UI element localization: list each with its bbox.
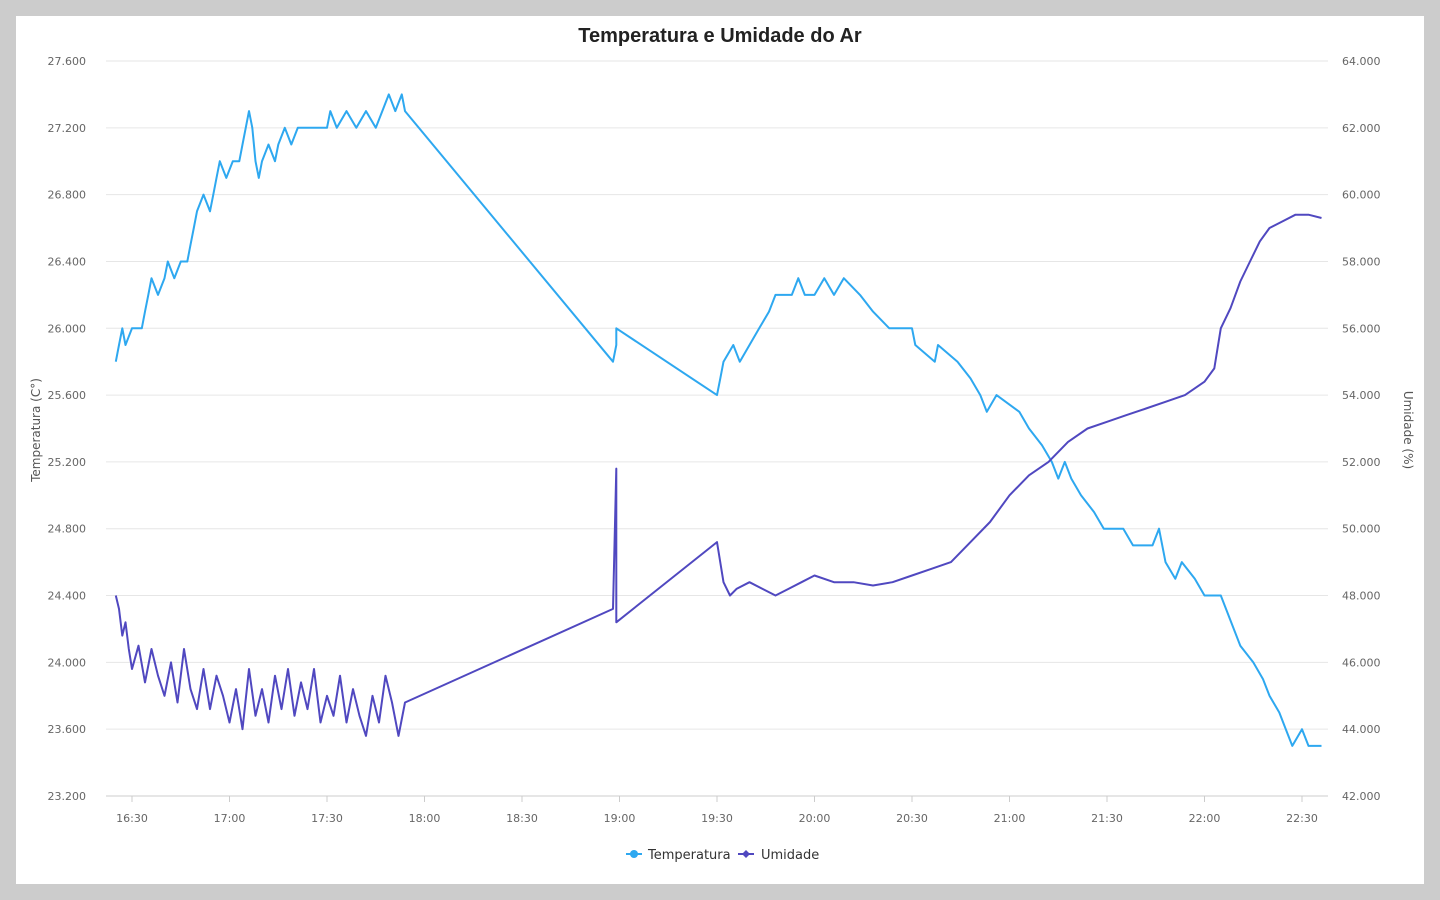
y-left-tick-label: 27.200 <box>48 122 87 135</box>
y-right-tick-label: 56.000 <box>1342 322 1381 335</box>
x-tick-label: 19:00 <box>604 812 636 825</box>
y-right-tick-label: 42.000 <box>1342 790 1381 803</box>
legend-marker-temperatura <box>630 850 638 858</box>
x-tick-label: 16:30 <box>116 812 148 825</box>
legend-label-umidade[interactable]: Umidade <box>761 848 819 863</box>
legend-item-umidade[interactable]: Umidade <box>738 848 819 863</box>
series-line-umidade[interactable] <box>114 213 1322 737</box>
y-right-tick-label: 52.000 <box>1342 456 1381 469</box>
y-left-axis-title: Temperatura (C°) <box>29 378 43 483</box>
x-tick-label: 22:30 <box>1286 812 1318 825</box>
x-tick-label: 21:00 <box>994 812 1026 825</box>
y-right-tick-label: 48.000 <box>1342 590 1381 603</box>
y-left-tick-label: 23.600 <box>48 723 87 736</box>
x-tick-label: 20:30 <box>896 812 928 825</box>
y-left-tick-label: 27.600 <box>48 55 87 68</box>
y-right-axis-title: Umidade (%) <box>1401 391 1415 469</box>
y-right-tick-label: 44.000 <box>1342 723 1381 736</box>
x-tick-label: 17:30 <box>311 812 343 825</box>
right-tick-labels: 42.000 44.000 46.000 48.000 50.000 52.000 54.0… <box>1342 55 1381 803</box>
x-tick-label: 18:30 <box>506 812 538 825</box>
x-tick-label: 20:00 <box>799 812 831 825</box>
y-left-tick-label: 26.400 <box>48 255 87 268</box>
y-left-tick-label: 25.200 <box>48 456 87 469</box>
legend-label-temperatura[interactable]: Temperatura <box>647 848 731 863</box>
y-left-tick-label: 24.400 <box>48 590 87 603</box>
legend-item-temperatura[interactable]: Temperatura <box>626 848 731 863</box>
x-tick-label: 21:30 <box>1091 812 1123 825</box>
y-right-tick-label: 58.000 <box>1342 255 1381 268</box>
y-right-tick-label: 50.000 <box>1342 523 1381 536</box>
x-tick-label: 22:00 <box>1189 812 1221 825</box>
x-tick-label: 18:00 <box>409 812 441 825</box>
y-left-tick-label: 24.800 <box>48 523 87 536</box>
left-tick-labels: 23.200 23.600 24.000 24.400 24.800 25.200 25.6… <box>48 55 87 803</box>
y-left-tick-label: 26.000 <box>48 322 87 335</box>
chart-title: Temperatura e Umidade do Ar <box>578 25 862 47</box>
y-right-tick-label: 54.000 <box>1342 389 1381 402</box>
x-tick-label: 19:30 <box>701 812 733 825</box>
y-right-tick-label: 64.000 <box>1342 55 1381 68</box>
y-right-tick-label: 60.000 <box>1342 189 1381 202</box>
chart-panel: 23.200 23.600 24.000 24.400 24.800 25.200 25.6… <box>16 16 1424 884</box>
chart-svg: 23.200 23.600 24.000 24.400 24.800 25.200 25.6… <box>29 25 1415 863</box>
y-left-tick-label: 23.200 <box>48 790 87 803</box>
y-left-tick-label: 25.600 <box>48 389 87 402</box>
series-layer <box>114 93 1322 747</box>
y-left-tick-label: 24.000 <box>48 656 87 669</box>
legend[interactable]: Temperatura Umidade <box>626 848 819 863</box>
y-right-tick-label: 62.000 <box>1342 122 1381 135</box>
grid-layer <box>106 60 1328 797</box>
y-left-tick-label: 26.800 <box>48 189 87 202</box>
series-line-temperatura[interactable] <box>114 93 1322 747</box>
x-tick-label: 17:00 <box>214 812 246 825</box>
legend-marker-umidade <box>742 850 750 858</box>
x-tick-labels: 16:30 17:00 17:30 18:00 18:30 19:00 19:30 20:00… <box>106 795 1328 825</box>
y-right-tick-label: 46.000 <box>1342 656 1381 669</box>
